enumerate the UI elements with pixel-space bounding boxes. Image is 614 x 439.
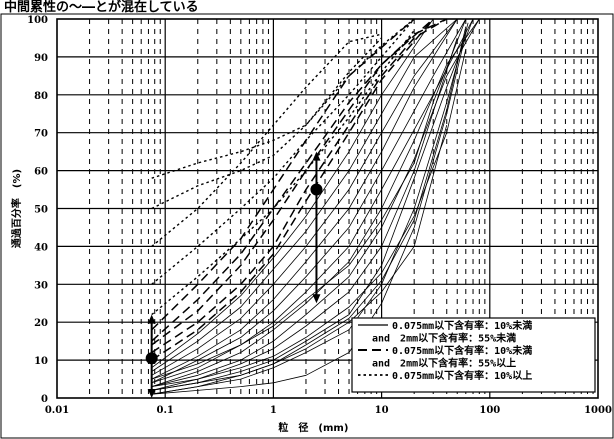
series-line-13 — [151, 124, 448, 391]
x-tick-label: 1 — [270, 405, 277, 416]
series-line-26 — [151, 37, 383, 210]
series-line-16 — [151, 18, 467, 380]
x-tick-label: 10 — [375, 405, 389, 416]
marker-dot-1 — [145, 352, 158, 365]
marker-arrow-up-1 — [147, 314, 156, 324]
legend-label-cont: and 2mm以下含有率：55%未満 — [372, 332, 516, 345]
legend-label: 0.075mm以下含有率：10%未満 — [392, 344, 532, 357]
x-tick-label: 1000 — [584, 405, 612, 416]
y-tick-label: 0 — [41, 394, 48, 405]
series-line-12 — [151, 18, 434, 369]
series-line-2 — [151, 22, 469, 395]
series-line-15 — [151, 26, 467, 395]
markers — [145, 151, 323, 398]
header-text: 中間累性の～―とが混在している — [4, 0, 199, 15]
figure-frame — [0, 13, 614, 439]
marker-arrow-up-2 — [312, 151, 321, 161]
series-line-24 — [151, 18, 415, 285]
legend-label: 0.075mm以下含有率：10%未満 — [392, 319, 532, 332]
series-line-1 — [151, 34, 467, 395]
y-tick-label: 70 — [34, 129, 48, 140]
series-line-8 — [151, 18, 467, 384]
y-tick-label: 10 — [34, 356, 48, 367]
series-line-17 — [151, 18, 448, 354]
y-tick-label: 30 — [34, 280, 48, 291]
series-line-22 — [151, 18, 415, 179]
series-line-25 — [151, 29, 415, 316]
x-tick-label: 100 — [479, 405, 500, 416]
series-line-4 — [151, 37, 458, 391]
y-axis-title: 通過百分率 (%) — [10, 169, 23, 248]
y-tick-label: 80 — [34, 91, 48, 102]
series-line-7 — [151, 18, 474, 384]
series-line-11 — [151, 18, 458, 372]
series-line-19 — [151, 18, 434, 361]
y-tick-label: 100 — [27, 15, 48, 26]
series-line-9 — [151, 18, 458, 380]
series-line-18 — [151, 18, 434, 346]
legend-box — [351, 317, 596, 393]
series-lines — [151, 18, 480, 395]
legend-label: 0.075mm以下含有率：10%以上 — [392, 369, 532, 382]
series-line-5 — [151, 18, 480, 387]
series-line-20 — [151, 18, 448, 342]
y-tick-label: 40 — [34, 242, 48, 253]
y-tick-label: 20 — [34, 318, 48, 329]
marker-arrow-down-2 — [312, 294, 321, 304]
y-tick-label: 90 — [34, 53, 48, 64]
x-tick-label: 0.1 — [156, 405, 173, 416]
x-axis-title: 粒 径 (mm) — [278, 421, 348, 434]
series-line-10 — [151, 18, 458, 376]
y-tick-label: 50 — [34, 205, 48, 216]
series-line-21 — [151, 18, 415, 331]
tick-labels: 0.01 0.1 1 10 100 1000 0 10 20 30 40 50 60 70 80 90 100 — [27, 15, 612, 416]
marker-dot-2 — [310, 183, 323, 196]
series-line-23 — [151, 33, 382, 247]
series-line-14 — [151, 49, 467, 387]
marker-arrow-down-1 — [147, 389, 156, 398]
plot-frame — [56, 18, 599, 399]
y-tick-label: 60 — [34, 167, 48, 178]
series-line-3 — [151, 18, 474, 391]
legend-label-cont: and 2mm以下含有率：55%以上 — [372, 357, 516, 370]
x-tick-label: 0.01 — [45, 405, 69, 416]
